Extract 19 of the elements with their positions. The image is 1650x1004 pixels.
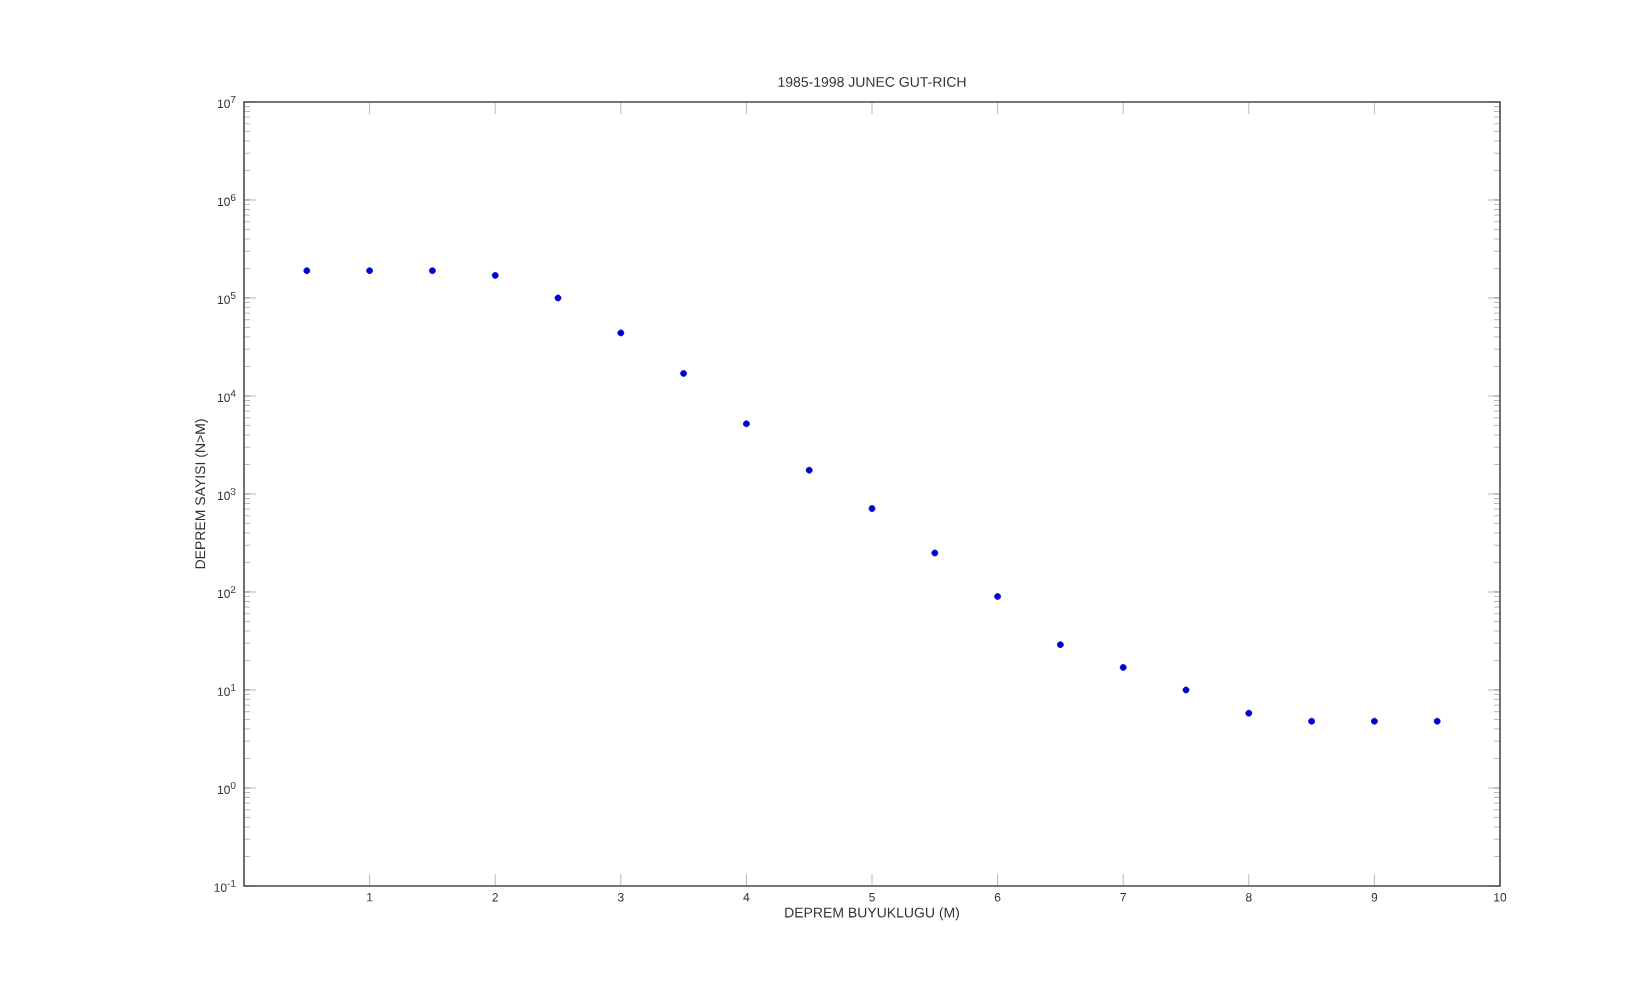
point [680,370,688,377]
point [805,466,813,474]
point [1119,664,1127,671]
point [994,593,1002,600]
point [743,420,750,428]
point [1057,641,1064,649]
point [1308,717,1315,725]
point [303,267,311,275]
point [366,267,374,275]
point [1433,717,1441,725]
point [931,549,939,557]
point [1371,717,1378,725]
point [1182,686,1190,694]
point [1245,709,1253,717]
point [491,272,499,279]
point [554,294,562,302]
point [868,505,876,512]
point [617,329,625,337]
point [429,267,436,275]
